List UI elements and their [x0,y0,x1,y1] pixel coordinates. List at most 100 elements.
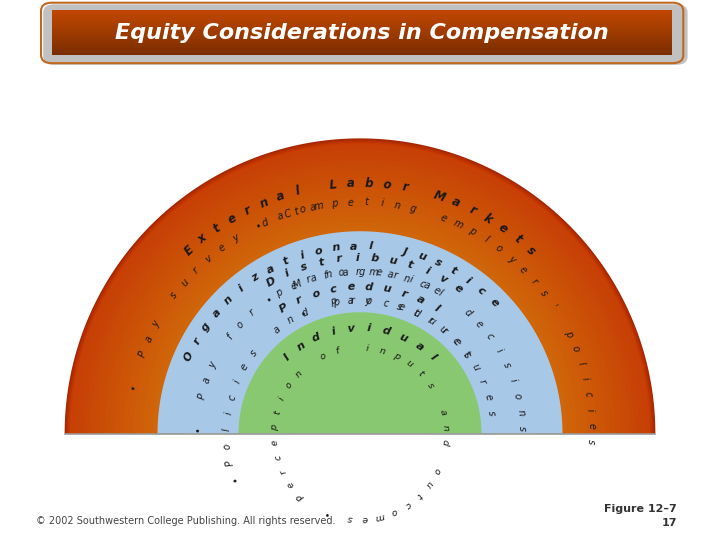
Polygon shape [225,299,495,434]
Text: c: c [476,285,487,297]
Polygon shape [76,149,644,434]
Text: s: s [347,514,353,523]
Text: M: M [432,188,447,205]
Text: i: i [423,266,431,276]
Text: i: i [408,275,413,285]
Polygon shape [273,347,447,434]
Text: e: e [216,242,227,254]
Text: n: n [258,195,270,210]
Text: p: p [467,226,477,238]
Polygon shape [196,270,524,434]
Polygon shape [172,246,548,434]
Text: d: d [364,282,373,292]
Polygon shape [201,275,519,434]
Text: a: a [415,294,426,306]
Text: o: o [299,204,307,215]
Text: g: g [359,267,365,277]
Text: k: k [482,211,495,226]
Text: e: e [375,267,382,278]
Text: o: o [382,178,392,192]
Polygon shape [109,183,611,434]
Text: r: r [279,468,289,475]
Text: t: t [406,260,414,271]
Text: i: i [366,344,369,353]
Text: i: i [223,411,233,416]
Text: t: t [211,221,222,235]
Polygon shape [269,342,451,434]
Text: s: s [586,440,596,445]
Text: E: E [181,244,197,259]
Text: a: a [202,376,212,385]
Text: r: r [294,294,304,306]
Text: u: u [469,362,481,372]
Text: b: b [364,177,374,190]
Text: e: e [270,440,280,446]
Text: P: P [277,302,289,315]
Text: f: f [335,347,341,356]
Text: t: t [318,256,325,267]
Text: r: r [248,308,257,318]
Polygon shape [71,145,649,434]
Polygon shape [153,226,567,434]
Text: u: u [382,284,392,295]
Text: n: n [325,269,333,280]
Text: a: a [450,195,462,210]
Text: o: o [494,243,505,254]
Text: a: a [276,211,285,222]
Text: i: i [237,284,246,294]
Text: O: O [183,350,196,363]
Text: a: a [387,269,395,280]
Polygon shape [307,381,413,434]
Text: e: e [286,480,297,489]
Polygon shape [244,318,476,434]
Text: n: n [294,369,305,379]
Text: e: e [289,280,299,292]
Polygon shape [104,178,616,434]
Text: s: s [517,426,527,431]
Text: e: e [397,302,406,313]
Text: a: a [275,189,287,204]
Text: f: f [322,271,328,281]
Polygon shape [69,143,651,434]
Text: t: t [461,349,471,358]
Polygon shape [264,338,456,434]
Text: y: y [230,233,240,245]
Text: •: • [299,308,308,319]
Text: l: l [222,428,232,431]
Text: l: l [369,241,373,252]
Text: u: u [416,251,427,262]
Polygon shape [65,138,655,434]
Text: e: e [362,514,368,524]
Text: p: p [392,351,401,362]
Text: u: u [179,277,191,288]
Text: ': ' [549,302,558,310]
Text: y: y [150,319,162,329]
Text: a: a [347,177,355,190]
Text: o: o [570,344,581,353]
Text: u: u [404,359,414,369]
Polygon shape [220,294,500,434]
Polygon shape [158,231,562,434]
Polygon shape [133,207,587,434]
Polygon shape [114,188,606,434]
Text: c: c [402,500,412,510]
Polygon shape [70,144,650,434]
Text: s: s [539,288,549,299]
Text: a: a [413,340,425,353]
Polygon shape [124,198,596,434]
Text: i: i [330,326,336,337]
Polygon shape [230,303,490,434]
Text: s: s [425,381,436,390]
Text: •: • [264,294,274,306]
Polygon shape [351,424,369,434]
Text: e: e [453,282,464,294]
Text: o: o [222,443,233,450]
Polygon shape [186,260,534,434]
Text: e: e [347,198,354,208]
Text: l: l [294,185,302,198]
Text: C: C [283,208,292,220]
Text: o: o [338,267,345,278]
Text: a: a [349,241,357,252]
Text: v: v [347,323,355,334]
Text: s: s [462,350,473,360]
